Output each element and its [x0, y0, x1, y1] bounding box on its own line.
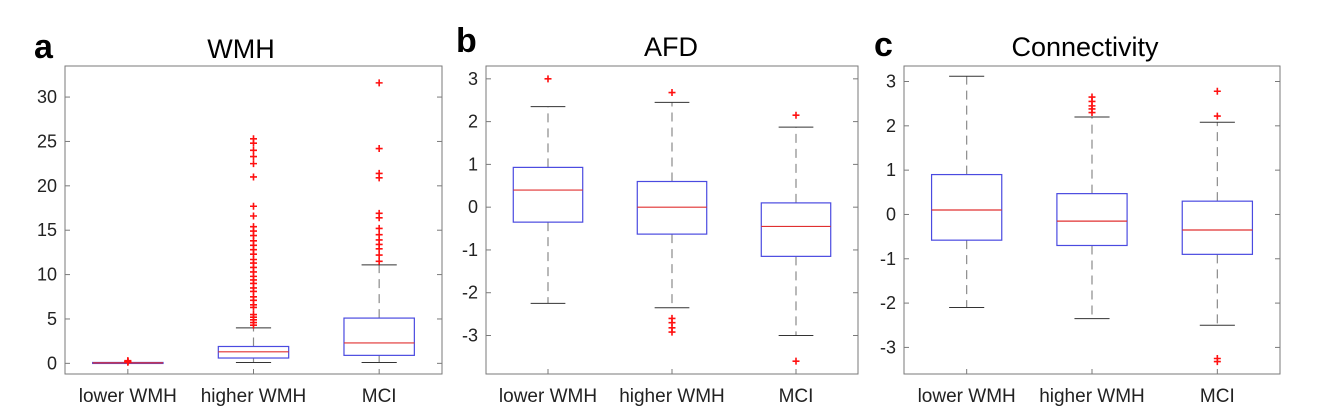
p1-xtick-label-lower-wmh: lower WMH	[499, 386, 597, 407]
p2-higher-wmh-outlier-4	[1088, 93, 1096, 101]
p0-ytick-label-3: 15	[37, 220, 57, 240]
p2-higher-wmh-box	[1056, 193, 1128, 247]
p2-xtick-label-lower-wmh: lower WMH	[918, 386, 1016, 407]
p1-higher-wmh-outlier-0	[668, 89, 676, 97]
p2-ytick-label-4: 1	[886, 160, 896, 180]
p1-xtick-label-mci: MCI	[779, 386, 814, 407]
p0-ytick-label-0: 0	[47, 353, 57, 373]
p0-higher-wmh-outlier-24	[250, 223, 257, 231]
p0-xtick-label-mci: MCI	[362, 386, 397, 407]
p0-higher-wmh-outlier-27	[250, 173, 257, 181]
p2-lower-wmh-box	[930, 173, 1003, 241]
p0-mci-outlier-11	[375, 145, 383, 153]
p1-ytick-label-6: 3	[468, 69, 478, 89]
p2-mci-outlier-3	[1213, 358, 1221, 366]
panel-c: c Connectivity -3 -2 -1 0 1 2 3 lower WMH higher…	[874, 26, 1281, 407]
p0-mci-outlier-1	[375, 251, 383, 259]
p2-ytick-label-0: -3	[880, 337, 896, 357]
p0-ytick-label-5: 25	[37, 131, 57, 151]
p2-ytick-label-1: -2	[880, 293, 896, 313]
p2-xtick-label-higher-wmh: higher WMH	[1039, 386, 1145, 407]
plot-area-connectivity: -3 -2 -1 0 1 2 3 lower WMH higher WMH MCI	[880, 65, 1281, 407]
p0-higher-wmh-outlier-25	[250, 212, 257, 220]
panel-b: b AFD -3 -2 -1 0 1 2 3 lower WMH higher WMH MCI	[456, 22, 859, 407]
p1-ytick-label-3: 0	[468, 197, 478, 217]
p0-xtick-label-higher-wmh: higher WMH	[201, 386, 307, 407]
p0-ytick-label-1: 5	[47, 309, 57, 329]
p1-higher-wmh-outlier-4	[668, 328, 676, 336]
p1-mci-box	[760, 202, 832, 257]
panel-letter-b: b	[456, 22, 477, 60]
p0-mci-outlier-12	[375, 79, 383, 87]
p1-ytick-label-2: -1	[462, 240, 478, 260]
p1-ytick-label-4: 1	[468, 154, 478, 174]
chart-title-connectivity: Connectivity	[1011, 32, 1159, 62]
p0-xtick-label-lower-wmh: lower WMH	[79, 386, 177, 407]
p0-higher-wmh-outlier-30	[250, 146, 257, 154]
p2-xtick-label-mci: MCI	[1200, 386, 1235, 407]
p0-higher-wmh-outlier-32	[250, 135, 257, 143]
p1-mci-outlier-0	[792, 111, 800, 119]
p0-mci-outlier-5	[375, 231, 383, 239]
p1-higher-wmh-box	[636, 180, 708, 235]
plot-area-wmh: 0 5 10 15 20 25 30 lower WMH higher WMH MCI	[37, 65, 443, 407]
panel-letter-c: c	[874, 26, 893, 64]
p2-mci-outlier-1	[1213, 87, 1221, 95]
p0-mci-outlier-6	[375, 224, 383, 232]
p0-mci-outlier-10	[375, 169, 383, 177]
p2-ytick-label-3: 0	[886, 204, 896, 224]
p1-mci-outlier-1	[792, 357, 800, 365]
p2-ytick-label-5: 2	[886, 116, 896, 136]
p0-higher-wmh-outlier-4	[250, 311, 257, 319]
p0-mci-outlier-8	[375, 209, 383, 217]
p1-lower-wmh-outlier-0	[544, 75, 552, 83]
p0-higher-wmh-outlier-28	[250, 160, 257, 168]
panel-letter-a: a	[34, 28, 54, 66]
p1-xtick-label-higher-wmh: higher WMH	[619, 386, 725, 407]
panel-a: a WMH 0 5 10 15 20 25 30 lower WMH higher WMH MCI	[34, 28, 443, 407]
p0-ytick-label-2: 10	[37, 265, 57, 285]
p2-mci-box	[1181, 200, 1254, 255]
p0-mci-outlier-0	[375, 257, 383, 265]
p1-ytick-label-0: -3	[462, 326, 478, 346]
p2-ytick-label-6: 3	[886, 72, 896, 92]
p0-lower-wmh-outlier-5	[124, 357, 132, 365]
chart-title-wmh: WMH	[207, 34, 274, 64]
p1-ytick-label-5: 2	[468, 112, 478, 132]
p0-higher-wmh-outlier-26	[250, 202, 257, 210]
p1-lower-wmh-box	[512, 166, 584, 223]
p2-ytick-label-2: -1	[880, 249, 896, 269]
chart-title-afd: AFD	[644, 32, 698, 62]
p0-mci-box	[343, 317, 415, 356]
p0-ytick-label-6: 30	[37, 87, 57, 107]
p0-ytick-label-4: 20	[37, 176, 57, 196]
p1-ytick-label-1: -2	[462, 283, 478, 303]
p0-higher-wmh-outlier-29	[250, 153, 257, 161]
p2-mci-outlier-0	[1213, 112, 1221, 120]
plot-area-afd: -3 -2 -1 0 1 2 3 lower WMH higher WMH MCI	[462, 65, 859, 407]
